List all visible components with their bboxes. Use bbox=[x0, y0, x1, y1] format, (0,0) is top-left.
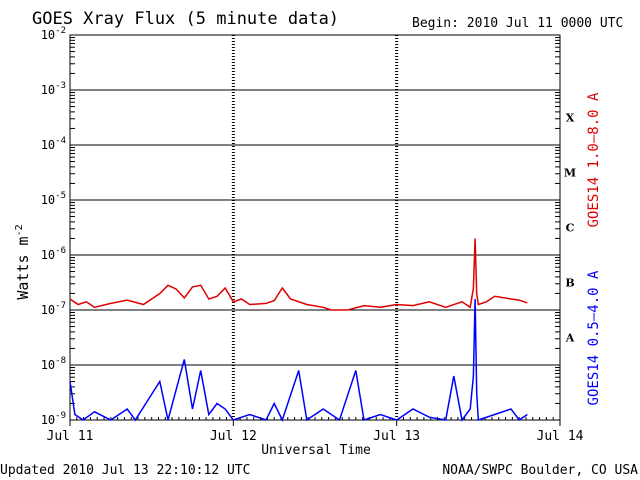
series-label-short: GOES14 0.5–4.0 A bbox=[586, 270, 602, 405]
y-tick-label: 10-6 bbox=[41, 246, 66, 262]
series-label-long: GOES14 1.0–8.0 A bbox=[586, 92, 602, 227]
y-tick-label: 10-7 bbox=[41, 301, 66, 317]
x-tick-label: Jul 12 bbox=[210, 429, 257, 444]
plot-frame bbox=[69, 34, 561, 421]
y-tick-label: 10-2 bbox=[41, 26, 66, 42]
flare-class-label: X bbox=[566, 112, 575, 125]
y-tick-label: 10-5 bbox=[41, 191, 66, 207]
y-tick-label: 10-4 bbox=[41, 136, 66, 152]
long-channel-line bbox=[69, 238, 528, 311]
flare-class-label: C bbox=[566, 222, 575, 235]
short-channel-line bbox=[69, 298, 528, 422]
y-tick-label: 10-8 bbox=[41, 356, 66, 372]
x-tick-label: Jul 11 bbox=[47, 429, 94, 444]
x-tick-label: Jul 13 bbox=[373, 429, 420, 444]
x-axis-label: Universal Time bbox=[261, 443, 371, 458]
y-axis-label: Watts m-2 bbox=[14, 224, 32, 299]
plot-area: 10-2 10-3 10-4 10-5 10-6 10-7 10-8 10-9 Jul 11 Ju… bbox=[41, 26, 602, 444]
x-tick-label: Jul 14 bbox=[537, 429, 584, 444]
chart-title: GOES Xray Flux (5 minute data) bbox=[32, 9, 339, 29]
flare-class-label: M bbox=[564, 167, 576, 180]
y-tick-label: 10-9 bbox=[41, 411, 66, 427]
flare-class-label: A bbox=[565, 332, 575, 345]
footer-credit: NOAA/SWPC Boulder, CO USA bbox=[442, 463, 638, 478]
y-tick-label: 10-3 bbox=[41, 81, 66, 97]
begin-label: Begin: 2010 Jul 11 0000 UTC bbox=[412, 16, 623, 31]
footer-updated: Updated 2010 Jul 13 22:10:12 UTC bbox=[0, 463, 250, 478]
flare-class-label: B bbox=[565, 277, 574, 290]
